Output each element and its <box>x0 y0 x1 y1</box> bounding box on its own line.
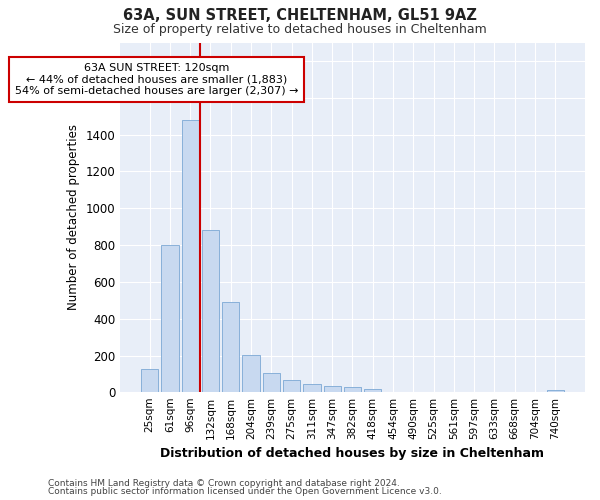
Text: Size of property relative to detached houses in Cheltenham: Size of property relative to detached ho… <box>113 22 487 36</box>
Bar <box>303 384 320 392</box>
Bar <box>141 370 158 392</box>
Text: 63A SUN STREET: 120sqm
← 44% of detached houses are smaller (1,883)
54% of semi-: 63A SUN STREET: 120sqm ← 44% of detached… <box>15 63 299 96</box>
Bar <box>283 380 300 392</box>
Bar <box>182 120 199 392</box>
Text: Contains public sector information licensed under the Open Government Licence v3: Contains public sector information licen… <box>48 487 442 496</box>
Bar <box>323 386 341 392</box>
Y-axis label: Number of detached properties: Number of detached properties <box>67 124 80 310</box>
Bar <box>242 354 260 393</box>
Text: Contains HM Land Registry data © Crown copyright and database right 2024.: Contains HM Land Registry data © Crown c… <box>48 478 400 488</box>
Bar <box>202 230 219 392</box>
X-axis label: Distribution of detached houses by size in Cheltenham: Distribution of detached houses by size … <box>160 447 544 460</box>
Bar <box>547 390 564 392</box>
Bar <box>263 373 280 392</box>
Text: 63A, SUN STREET, CHELTENHAM, GL51 9AZ: 63A, SUN STREET, CHELTENHAM, GL51 9AZ <box>123 8 477 22</box>
Bar <box>222 302 239 392</box>
Bar <box>364 388 382 392</box>
Bar <box>344 387 361 392</box>
Bar <box>161 245 179 392</box>
